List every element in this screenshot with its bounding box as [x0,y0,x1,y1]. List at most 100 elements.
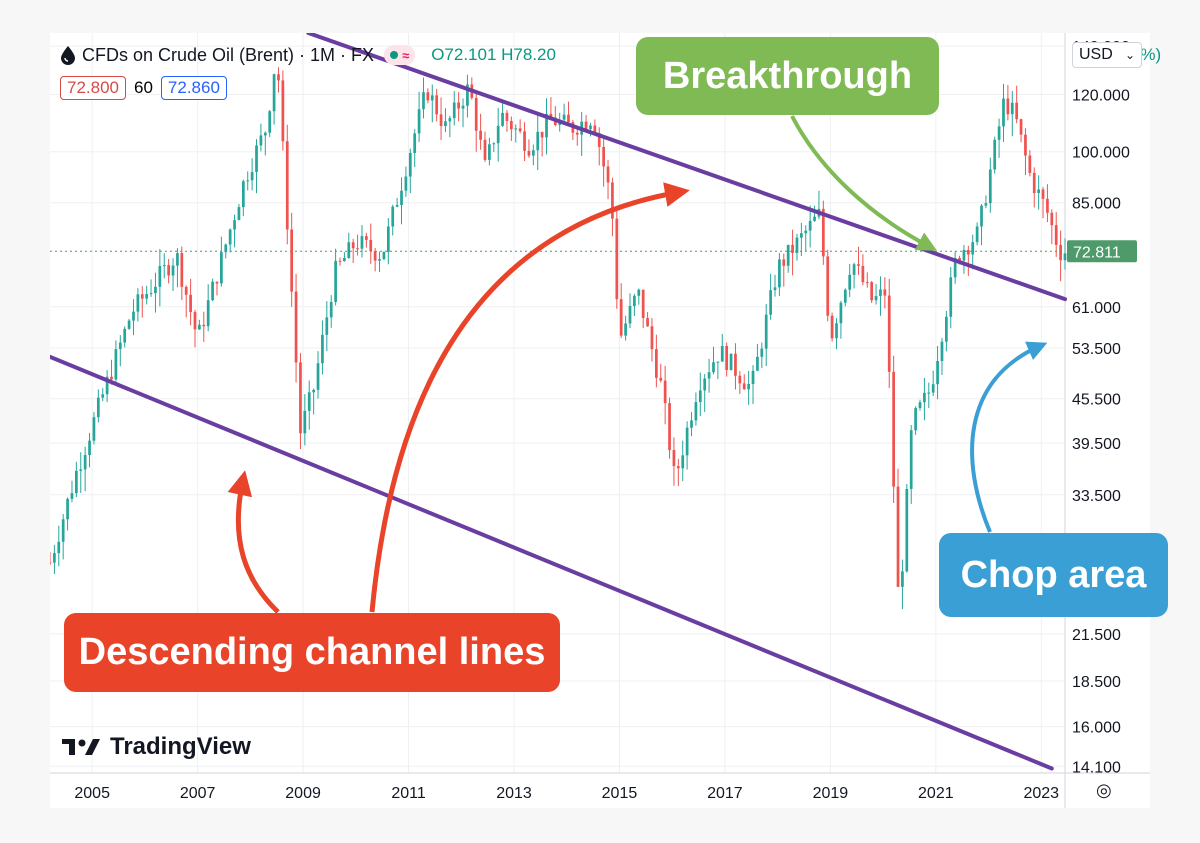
candle-body [176,253,179,266]
candle-body [874,296,878,301]
candle-body [61,519,65,542]
candle-body [826,256,830,316]
candle-body [167,265,170,276]
candle-body [808,220,812,231]
bid-price-button[interactable]: 72.800 [60,76,126,100]
candle-body [918,402,922,409]
candle-body [698,390,702,403]
candle-body [813,216,816,221]
candle-body [263,132,267,136]
candle-body [246,180,250,182]
candle-body [426,92,430,101]
symbol-title[interactable]: CFDs on Crude Oil (Brent) · 1M · FX [82,44,375,65]
candle-body [857,264,860,266]
candle-body [140,294,144,299]
candle-body [769,290,772,315]
candle-body [606,166,610,183]
candle-body [637,289,641,296]
channel-line [306,33,1067,302]
candle-body [887,295,891,372]
candle-body [633,295,636,307]
candle-body [378,259,381,261]
candle-body [510,121,513,130]
candle-body [105,376,109,395]
candle-body [395,205,399,207]
candle-body [386,226,390,252]
candle-body [79,469,83,471]
candle-body [83,455,87,470]
settings-icon[interactable]: ◎ [1096,780,1112,800]
x-tick-label: 2017 [707,785,743,802]
candle-body [474,97,478,131]
candle-body [496,125,500,144]
candle-body [343,258,346,262]
candle-body [448,118,452,122]
candle-body [461,105,465,109]
candle-body [53,553,56,563]
candle-body [567,114,570,123]
callout-breakthrough: Breakthrough [636,37,939,115]
status-pill[interactable]: ≈ [384,45,416,65]
candle-body [764,314,768,349]
callout-chop-area: Chop area [939,533,1168,617]
market-open-dot [390,51,399,59]
candle-body [624,323,627,336]
candle-body [180,253,184,287]
candle-body [281,80,285,142]
currency-select[interactable]: USD ⌄ [1072,42,1142,68]
y-tick-label: 33.500 [1072,488,1121,505]
y-tick-label: 100.000 [1072,145,1130,162]
candle-body [439,114,443,127]
x-tick-label: 2011 [391,785,426,802]
x-tick-label: 2013 [496,785,532,802]
candle-body [110,376,113,380]
candle-body [650,326,654,350]
ohlc-values: O72.101 H78.20 [431,45,556,64]
y-tick-label: 14.100 [1072,759,1121,776]
candle-body [299,362,302,434]
candle-body [795,237,799,254]
candle-body [589,125,592,130]
y-tick-label: 53.500 [1072,341,1121,358]
candle-body [703,378,707,391]
candle-body [852,264,856,275]
candle-body [404,176,408,191]
candle-body [250,172,254,181]
candle-body [760,348,764,357]
candle-body [193,312,197,330]
candle-body [452,102,456,119]
candle-body [830,315,834,339]
candle-body [417,109,421,134]
channel-line [50,354,1054,771]
candle-body [369,239,373,252]
y-tick-label: 61.000 [1072,300,1121,317]
candle-body [127,320,131,329]
candle-body [118,342,122,350]
current-price-tag [1067,240,1137,263]
candle-body [391,206,395,227]
candle-body [272,74,276,112]
candle-body [848,274,852,290]
candle-body [628,306,632,324]
chevron-down-icon: ⌄ [1124,48,1135,62]
candle-body [778,259,781,288]
candle-body [382,251,386,260]
candle-body [75,470,78,494]
candle-body [923,392,926,403]
candle-body [224,244,228,253]
candle-body [782,259,786,266]
y-tick-label: 45.500 [1072,392,1121,409]
candle-body [861,265,865,283]
ask-price-button[interactable]: 72.860 [160,76,227,100]
spread-value: 60 [134,78,153,97]
candle-body [514,128,518,130]
candle-body [457,102,460,109]
candle-body [66,498,69,520]
candle-body [444,121,447,127]
candle-body [338,260,342,262]
candle-body [202,324,206,327]
candle-body [329,302,333,318]
candle-body [804,230,808,234]
candle-body [1063,253,1067,261]
candle-body [540,131,544,138]
